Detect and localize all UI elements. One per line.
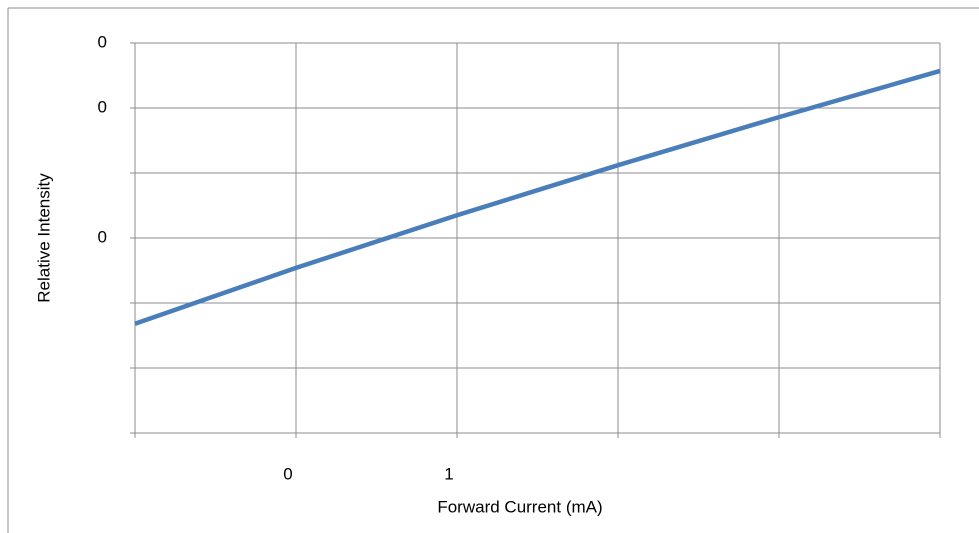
y-tick-label: 0 xyxy=(98,97,107,116)
x-tick-label: 1 xyxy=(444,464,453,483)
y-tick-label: 0 xyxy=(98,32,107,51)
y-axis-label: Relative Intensity xyxy=(34,173,53,303)
y-tick-label: 0 xyxy=(98,227,107,246)
x-axis-label: Forward Current (mA) xyxy=(437,497,602,516)
line-series xyxy=(134,68,941,326)
x-tick-label: 0 xyxy=(283,464,292,483)
